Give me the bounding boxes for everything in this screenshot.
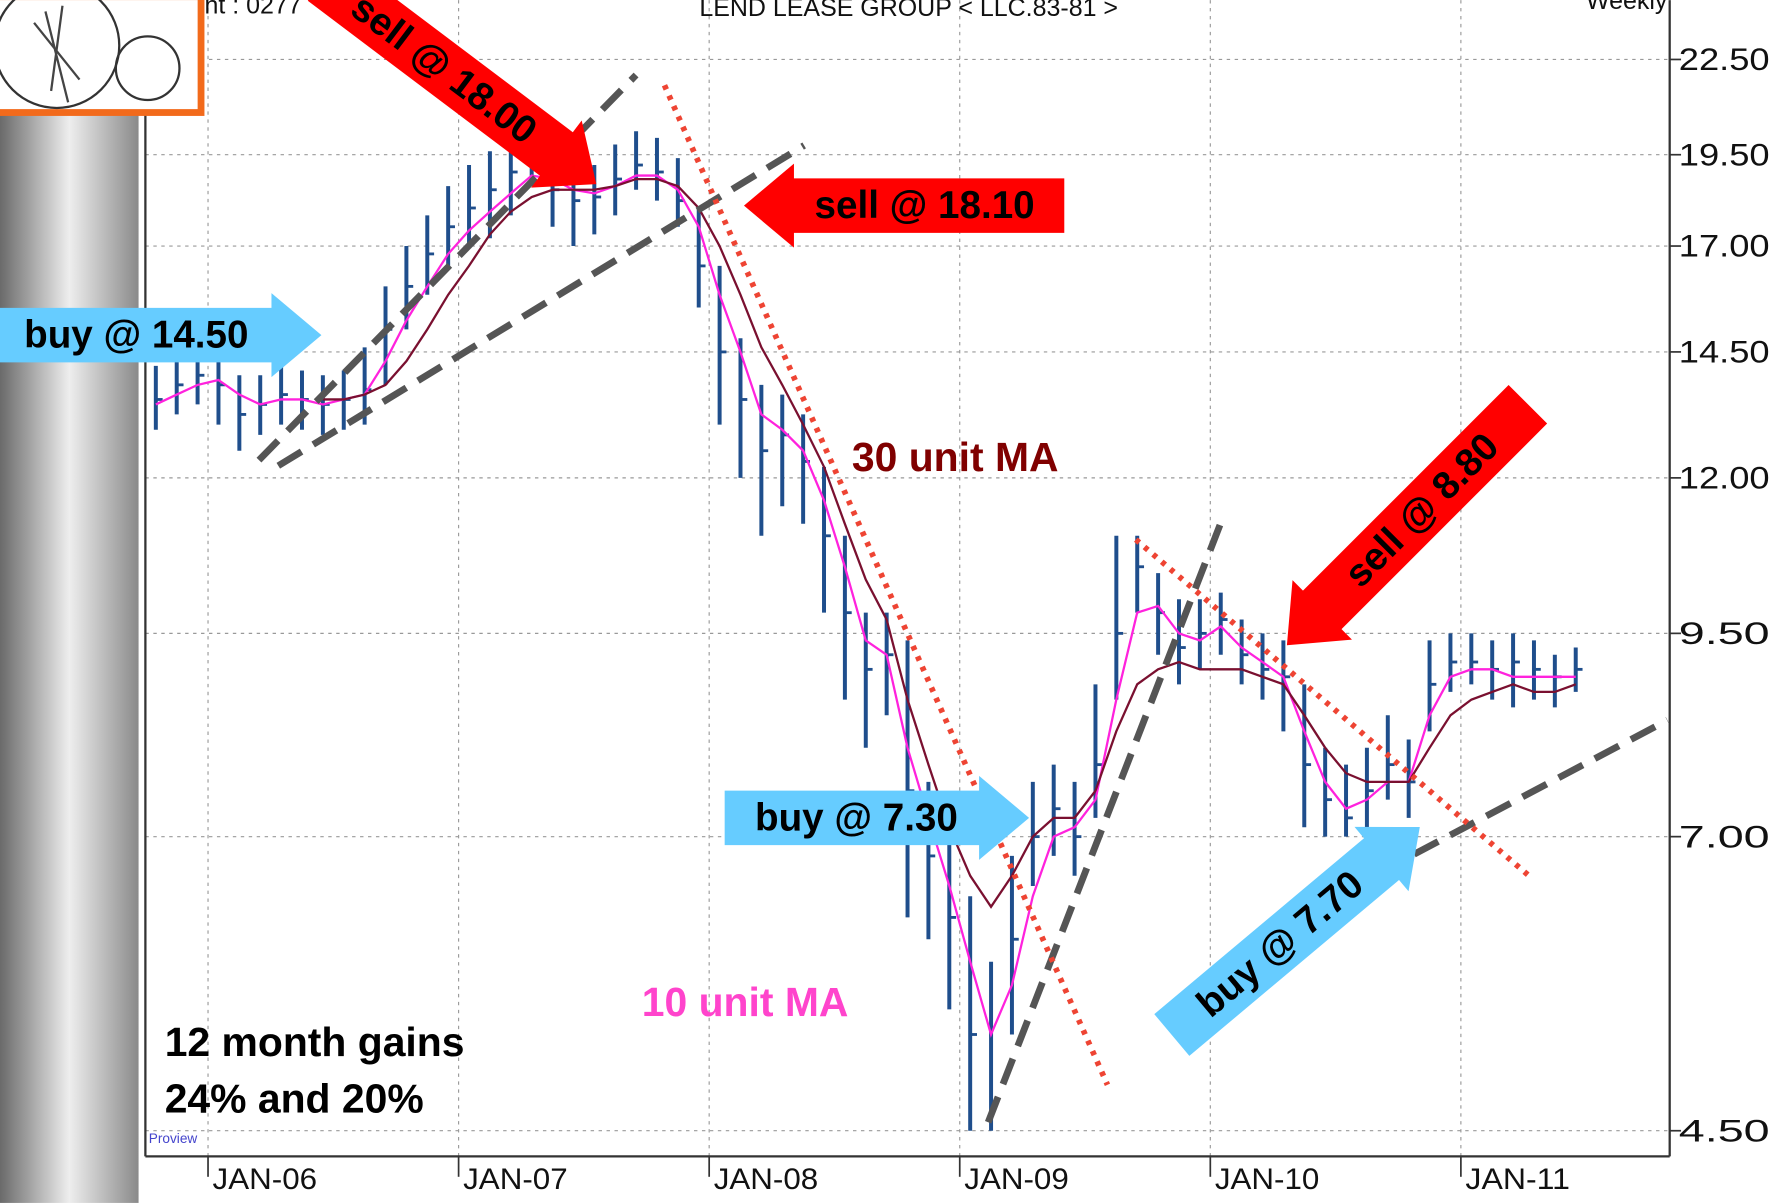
note: 24% and 20%	[165, 1076, 424, 1122]
logo-frame	[0, 0, 205, 116]
arrow-shape	[1286, 385, 1548, 646]
series-label: 10 unit MA	[642, 979, 849, 1025]
trendline	[256, 72, 639, 463]
annotation-text: buy @ 7.30	[755, 796, 958, 839]
trendlines	[256, 72, 1670, 1124]
x-tick-label: JAN-08	[714, 1163, 818, 1196]
arrow-shape	[743, 163, 1065, 248]
logo-sketch	[33, 5, 81, 103]
annotation-arrow: buy @ 14.50	[0, 293, 322, 378]
arrow-shape	[1154, 826, 1420, 1056]
annotation-text: sell @ 18.10	[815, 184, 1035, 227]
arrow-shape	[0, 293, 322, 378]
x-tick-label: JAN-06	[213, 1163, 317, 1196]
chart-code: nt : 0277	[204, 0, 301, 19]
trendline	[985, 512, 1228, 1124]
trendline	[1412, 717, 1670, 858]
y-tick-label: 4.50	[1679, 1112, 1770, 1148]
moving-average	[155, 174, 1576, 1038]
logo-wheel	[114, 35, 181, 102]
downtrend-line	[661, 84, 1111, 1086]
trendline	[276, 142, 806, 469]
x-tick-label: JAN-10	[1215, 1163, 1319, 1196]
y-tick-label: 12.00	[1679, 460, 1770, 496]
annotation-arrow: sell @ 18.10	[743, 163, 1065, 248]
y-tick-label: 7.00	[1679, 818, 1770, 854]
x-tick-label: JAN-07	[463, 1163, 567, 1196]
watermark: Proview	[149, 1131, 198, 1146]
x-tick-label: JAN-09	[964, 1163, 1068, 1196]
logo	[0, 0, 205, 116]
y-tick-label: 14.50	[1679, 334, 1770, 370]
y-tick-label: 22.50	[1679, 41, 1770, 77]
note: 12 month gains	[165, 1019, 465, 1065]
sidebar	[0, 113, 139, 1203]
arrow-shape	[724, 775, 1030, 860]
logo-wheel	[0, 0, 121, 110]
x-tick-label: JAN-11	[1465, 1163, 1569, 1196]
arrow-shape	[307, 0, 597, 188]
y-tick-label: 19.50	[1679, 136, 1770, 172]
chart-title: LEND LEASE GROUP < LLC.83-81 >	[699, 0, 1118, 22]
series-label: 30 unit MA	[852, 434, 1059, 480]
annotation-text: buy @ 14.50	[24, 314, 248, 357]
annotation-arrow: buy @ 7.30	[724, 775, 1030, 860]
period-label: Weekly	[1586, 0, 1668, 15]
y-tick-label: 9.50	[1679, 615, 1770, 651]
y-tick-label: 17.00	[1679, 228, 1770, 264]
plot: 4.50 7.00 9.50 12.00 14.50 17.00 19.50 22.50 JAN…	[144, 0, 1770, 1196]
